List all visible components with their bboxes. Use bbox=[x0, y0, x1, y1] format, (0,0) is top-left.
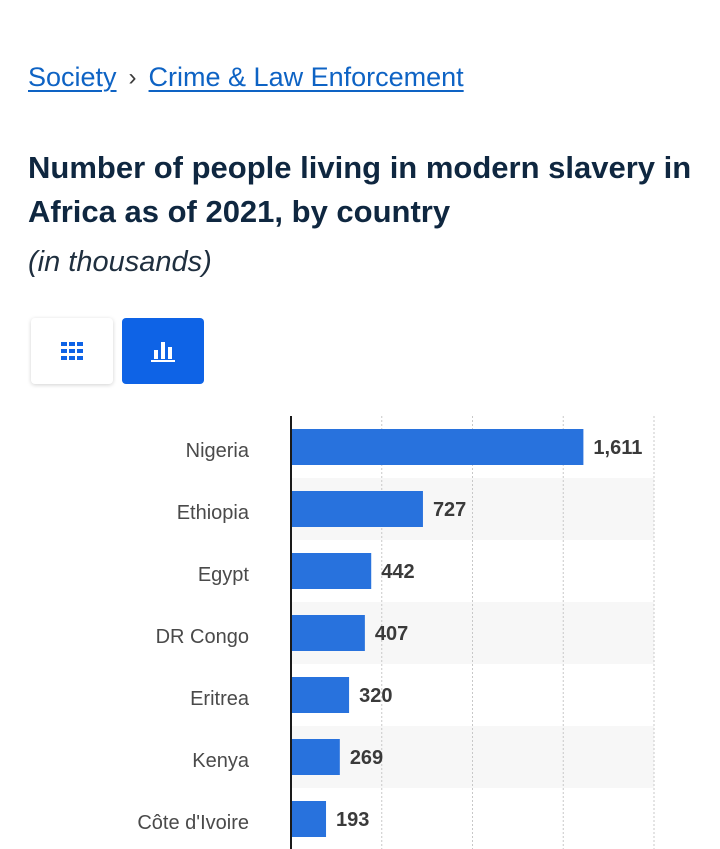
bar-c-te-d-ivoire bbox=[291, 801, 327, 837]
chart-title: Number of people living in modern slaver… bbox=[28, 150, 692, 229]
category-label: Nigeria bbox=[186, 440, 250, 462]
value-label: 320 bbox=[359, 685, 392, 707]
value-label: 269 bbox=[350, 747, 383, 769]
bar-kenya bbox=[291, 739, 340, 775]
category-label: DR Congo bbox=[156, 626, 249, 648]
grid-icon bbox=[61, 342, 83, 360]
category-label: Kenya bbox=[192, 750, 250, 772]
breadcrumb-separator: › bbox=[128, 63, 137, 91]
table-view-button[interactable] bbox=[31, 318, 113, 384]
breadcrumb-link-society[interactable]: Society bbox=[28, 62, 117, 92]
value-label: 442 bbox=[381, 561, 414, 583]
bar-chart: 1,611 Nigeria 727 Ethiopia 442 Egypt 407 DR Con… bbox=[137, 416, 655, 849]
bar-ethiopia bbox=[291, 491, 423, 527]
bar-egypt bbox=[291, 553, 372, 589]
breadcrumb-link-crime-law-enforcement[interactable]: Crime & Law Enforcement bbox=[148, 62, 464, 92]
chart-view-button[interactable] bbox=[122, 318, 204, 384]
category-label: Côte d'Ivoire bbox=[137, 812, 249, 834]
bar-dr-congo bbox=[291, 615, 365, 651]
value-label: 193 bbox=[336, 809, 369, 831]
category-label: Ethiopia bbox=[177, 502, 250, 524]
category-label: Egypt bbox=[198, 564, 250, 586]
bar-nigeria bbox=[291, 429, 584, 465]
value-label: 407 bbox=[375, 623, 408, 645]
bar-chart-icon bbox=[151, 342, 175, 362]
category-label: Eritrea bbox=[190, 688, 250, 710]
breadcrumb: Society › Crime & Law Enforcement bbox=[28, 62, 464, 93]
bar-eritrea bbox=[291, 677, 350, 713]
value-label: 1,611 bbox=[593, 437, 642, 459]
chart-subtitle: (in thousands) bbox=[28, 246, 212, 278]
value-label: 727 bbox=[433, 499, 466, 521]
